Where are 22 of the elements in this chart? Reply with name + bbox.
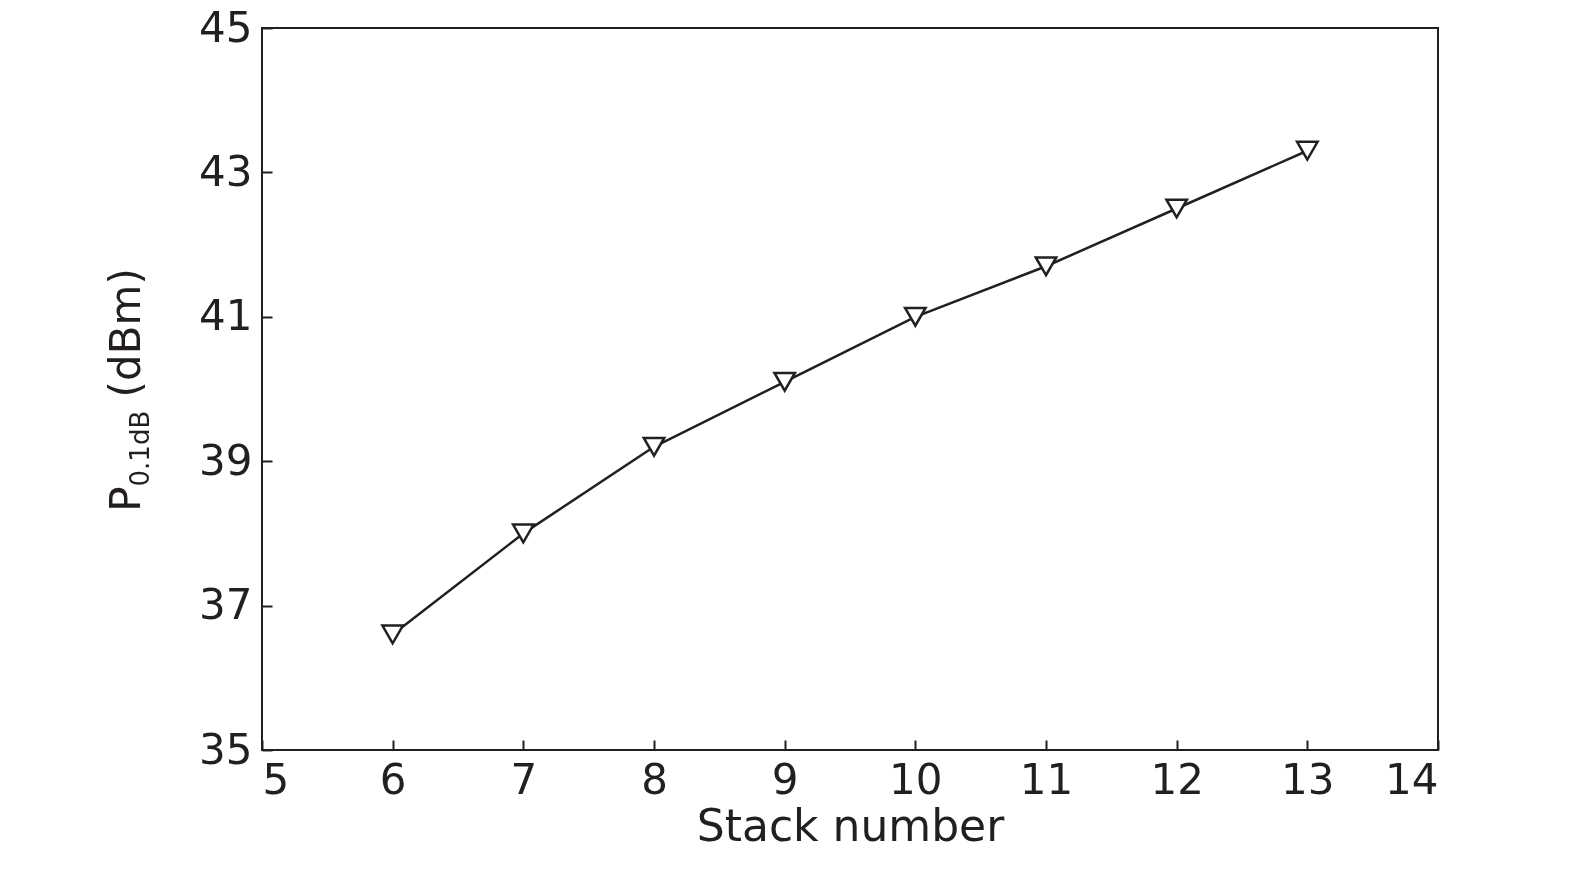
x-tick-label: 7 [510,754,538,804]
point [773,371,797,392]
y-tick-label: 43 [199,146,253,196]
x-tick-label: 12 [1150,754,1204,804]
y-tick-label: 45 [199,2,253,52]
x-tick-label: 13 [1281,754,1335,804]
x-tick-label: 6 [379,754,407,804]
point [903,306,927,327]
point [642,436,666,457]
point [1034,256,1058,277]
point [511,523,535,544]
y-tick-label: 39 [199,435,253,485]
x-tick-label: 11 [1019,754,1074,804]
point [1165,198,1189,219]
y-tick-label: 35 [199,724,253,774]
x-tick-label: 5 [262,754,290,804]
y-tick-label: 37 [199,580,253,630]
point [381,624,405,645]
x-tick-label: 14 [1385,754,1439,804]
y-tick-label: 41 [199,291,253,341]
point [1295,140,1319,161]
x-tick-label: 8 [641,754,668,804]
